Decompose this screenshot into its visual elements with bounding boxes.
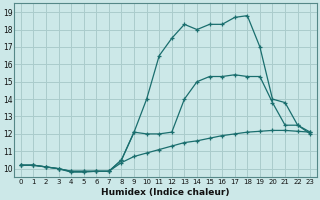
X-axis label: Humidex (Indice chaleur): Humidex (Indice chaleur) (101, 188, 230, 197)
